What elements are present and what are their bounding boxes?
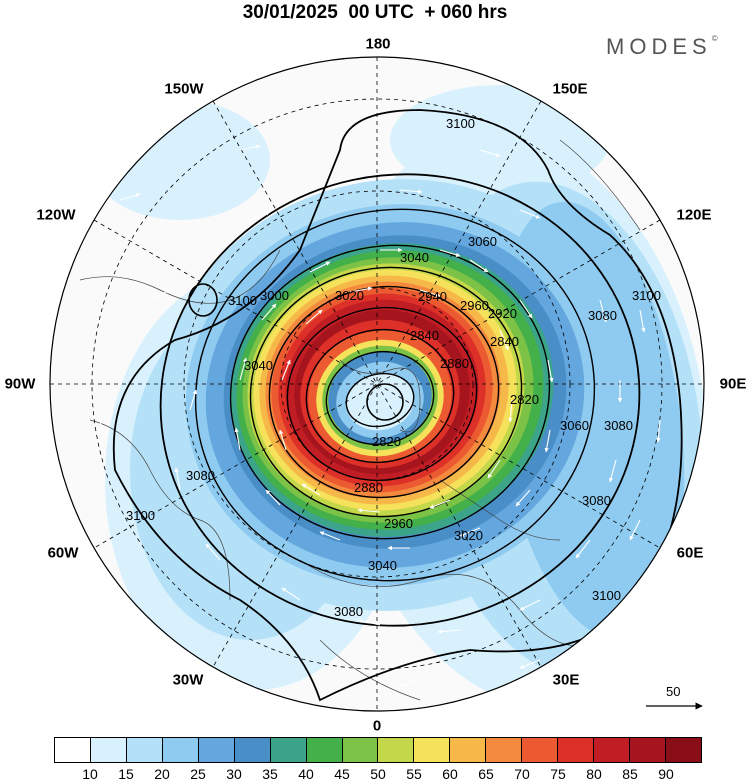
contour-label: 2920 — [488, 306, 517, 321]
colorbar-tick-label: 25 — [190, 766, 206, 782]
chart-title: 30/01/2025 00 UTC + 060 hrs — [242, 2, 508, 23]
contour-label: 3060 — [560, 418, 589, 433]
height-contours — [112, 109, 683, 702]
contour-label: 2840 — [410, 328, 439, 343]
colorbar-cell — [377, 738, 414, 762]
contour-label: 3020 — [335, 288, 364, 303]
contour-3040 — [229, 244, 551, 540]
brand-mark: © — [711, 34, 718, 43]
colorbar-cell — [89, 738, 126, 762]
contour-label: 2840 — [490, 334, 519, 349]
colorbar-cell — [485, 738, 522, 762]
lon-label-150e: 150E — [552, 80, 588, 98]
colorbar-tick-label: 55 — [406, 766, 422, 782]
contour-label: 3100 — [632, 288, 661, 303]
contour-label: 3080 — [582, 493, 611, 508]
lon-label-150w: 150W — [164, 80, 204, 98]
colorbar-cell — [305, 738, 342, 762]
colorbar-cell — [341, 738, 378, 762]
contour-label: 2820 — [510, 392, 539, 407]
contour-label: 3080 — [604, 418, 633, 433]
colorbar-cell — [413, 738, 450, 762]
contour-label: 2940 — [418, 289, 447, 304]
lon-label-180: 180 — [365, 35, 391, 53]
colorbar-cell — [449, 738, 486, 762]
colorbar-tick-label: 60 — [442, 766, 458, 782]
colorbar-tick-label: 90 — [658, 766, 674, 782]
colorbar-tick-label: 30 — [226, 766, 242, 782]
contour-label: 2880 — [440, 356, 469, 371]
contour-label: 3000 — [260, 288, 289, 303]
colorbar — [54, 737, 702, 763]
lon-label-60w: 60W — [47, 544, 79, 562]
contour-label: 3080 — [588, 308, 617, 323]
contour-label: 2880 — [354, 480, 383, 495]
colorbar-cell — [197, 738, 234, 762]
colorbar-cell — [629, 738, 665, 762]
contour-label: 2820 — [372, 434, 401, 449]
map-disk: 3100 3060 3040 3020 3000 2960 2940 2920 … — [50, 57, 704, 711]
colorbar-ticks: 10 15 20 25 30 35 40 45 50 55 60 65 70 75 80 85 90 — [0, 766, 750, 782]
lon-label-60e: 60E — [676, 544, 704, 562]
colorbar-cell — [557, 738, 594, 762]
contour-label: 3100 — [126, 508, 155, 523]
contour-label: 3080 — [186, 468, 215, 483]
contour-small-cell — [188, 283, 218, 317]
wind-vectors — [99, 144, 661, 687]
colorbar-tick-label: 80 — [586, 766, 602, 782]
contour-label: 3040 — [368, 558, 397, 573]
contour-label: 3100 — [446, 116, 475, 131]
contour-label: 3100 — [228, 293, 257, 308]
lon-label-120w: 120W — [36, 206, 76, 224]
lon-label-30w: 30W — [172, 671, 204, 689]
map-boundary — [49, 56, 705, 712]
contour-label: 3080 — [334, 604, 363, 619]
colorbar-tick-label: 45 — [334, 766, 350, 782]
contour-label: 2960 — [460, 298, 489, 313]
brand-name: MODES — [606, 34, 712, 59]
colorbar-tick-label: 65 — [478, 766, 494, 782]
colorbar-cell — [161, 738, 198, 762]
colorbar-tick-label: 20 — [154, 766, 170, 782]
colorbar-cell — [55, 738, 90, 762]
colorbar-cell — [521, 738, 558, 762]
contour-3080 — [159, 173, 641, 627]
colorbar-tick-label: 35 — [262, 766, 278, 782]
contour-label: 3040 — [244, 358, 273, 373]
brand-logo: MODES© — [606, 34, 718, 60]
contour-label: 3020 — [454, 528, 483, 543]
contour-2880 — [305, 328, 455, 464]
contour-label: 3040 — [400, 250, 429, 265]
colorbar-tick-label: 15 — [118, 766, 134, 782]
contour-label: 2960 — [384, 516, 413, 531]
colorbar-tick-label: 75 — [550, 766, 566, 782]
colorbar-tick-label: 70 — [514, 766, 530, 782]
contour-3060 — [194, 208, 596, 582]
colorbar-tick-label: 10 — [82, 766, 98, 782]
contour-2820 — [345, 372, 415, 428]
colorbar-cell — [664, 738, 701, 762]
colorbar-tick-label: 50 — [370, 766, 386, 782]
contour-labels: 3100 3060 3040 3020 3000 2960 2940 2920 … — [126, 116, 661, 619]
colorbar-tick-label: 40 — [298, 766, 314, 782]
contour-label: 3060 — [468, 234, 497, 249]
colorbar-cell — [233, 738, 270, 762]
colorbar-cell — [125, 738, 162, 762]
contour-low-center — [366, 383, 404, 421]
polar-map: 3100 3060 3040 3020 3000 2960 2940 2920 … — [49, 56, 705, 712]
lon-label-0: 0 — [372, 717, 382, 735]
lon-label-90w: 90W — [4, 375, 36, 393]
colorbar-cell — [269, 738, 306, 762]
reference-wind-value: 50 — [666, 684, 681, 699]
lon-label-120e: 120E — [676, 206, 712, 224]
colorbar-cell — [593, 738, 629, 762]
contour-label: 3100 — [592, 588, 621, 603]
lon-label-90e: 90E — [719, 375, 747, 393]
contour-2840 — [325, 350, 435, 446]
lon-label-30e: 30E — [552, 671, 580, 689]
contour-2940 — [286, 306, 478, 482]
contour-3020 — [249, 266, 523, 518]
colorbar-tick-label: 85 — [622, 766, 638, 782]
